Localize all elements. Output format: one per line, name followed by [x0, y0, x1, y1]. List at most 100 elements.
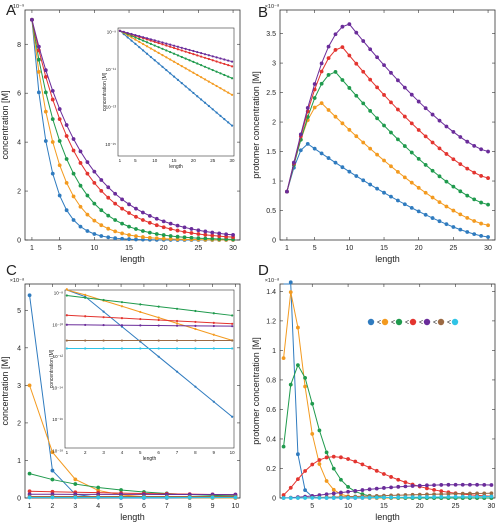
data-point: [120, 231, 124, 236]
data-point: [203, 229, 208, 234]
data-point: [437, 174, 442, 179]
data-point: [176, 62, 180, 66]
data-point: [187, 495, 192, 500]
data-point: [223, 118, 226, 121]
series-line: [66, 295, 233, 316]
data-point: [182, 225, 187, 230]
data-point: [402, 175, 407, 180]
data-point: [340, 78, 345, 82]
data-point: [303, 469, 307, 473]
data-point: [180, 82, 183, 85]
data-point: [430, 168, 435, 173]
data-point: [389, 485, 393, 490]
data-point: [120, 197, 124, 202]
data-point: [396, 495, 401, 500]
data-point: [437, 118, 442, 123]
inset-x-tick-label: 5: [134, 158, 137, 163]
inset-x-axis-label: length: [143, 456, 157, 462]
data-point: [353, 495, 358, 500]
data-point: [71, 194, 76, 199]
data-point: [437, 219, 442, 224]
data-point: [212, 400, 215, 403]
data-point: [382, 93, 386, 97]
data-point: [310, 432, 315, 436]
data-point: [43, 109, 48, 114]
data-point: [296, 363, 300, 368]
data-point: [43, 90, 48, 95]
data-point: [215, 56, 218, 59]
data-point: [172, 60, 176, 63]
data-point: [85, 229, 90, 233]
data-point: [430, 195, 435, 200]
data-point: [161, 47, 164, 50]
inset-x-tick-label: 7: [176, 450, 179, 455]
data-point: [215, 111, 218, 114]
data-point: [326, 108, 331, 112]
inset-y-tick-label: 10⁻¹⁸: [52, 449, 63, 454]
data-point: [154, 232, 159, 236]
y-tick-label: 0.4: [266, 436, 276, 443]
data-point: [489, 494, 494, 499]
data-point: [157, 316, 160, 319]
data-point: [175, 307, 179, 310]
y-tick-label: 1: [272, 348, 276, 355]
y-tick-label: 5: [17, 308, 21, 315]
data-point: [134, 227, 138, 231]
data-point: [423, 190, 428, 195]
data-point: [231, 347, 234, 350]
data-point: [188, 59, 191, 62]
data-point: [138, 40, 141, 43]
data-point: [230, 93, 234, 96]
inset-a: 1 5 10 15 20 25 3010⁻⁹10⁻¹¹10⁻¹³10⁻¹⁵lengthcon…: [102, 27, 236, 170]
data-point: [409, 205, 414, 210]
panel-d-chart: 5 10 15 20 25 30 0 0.2 0.4 0.6 0.8 1 1.2 1.4 length pro…: [251, 277, 495, 522]
data-point: [78, 224, 83, 229]
data-point: [212, 312, 215, 315]
y-tick-label: 1: [272, 179, 276, 186]
data-point: [200, 76, 203, 79]
data-point: [102, 298, 105, 302]
data-point: [210, 230, 215, 235]
data-point: [175, 228, 180, 233]
data-point: [157, 51, 160, 54]
data-point: [472, 197, 477, 202]
legend-marker-purple: [423, 318, 431, 326]
data-point: [402, 114, 407, 119]
data-point: [120, 236, 124, 241]
inset-x-tick-label: 30: [230, 158, 236, 163]
inset-x-tick-label: 9: [213, 450, 216, 455]
x-tick-label: 25: [452, 503, 460, 510]
data-point: [354, 93, 359, 98]
data-point: [472, 143, 477, 148]
data-point: [305, 141, 310, 146]
data-point: [210, 495, 215, 500]
legend-symbol: <: [391, 320, 395, 327]
data-point: [451, 208, 456, 213]
y-tick-label: 2.5: [266, 90, 276, 97]
data-point: [175, 319, 179, 323]
inset-y-tick-label: 10⁻¹³: [106, 105, 117, 110]
data-point: [85, 212, 90, 217]
data-point: [50, 477, 55, 482]
data-point: [184, 67, 187, 70]
data-point: [27, 383, 32, 388]
data-point: [465, 193, 470, 198]
data-point: [458, 227, 463, 232]
data-point: [444, 179, 449, 184]
inset-x-tick-label: 25: [210, 158, 216, 163]
panel-letter-d: D: [258, 262, 269, 279]
data-point: [231, 325, 234, 328]
data-point: [65, 288, 68, 291]
data-point: [127, 202, 131, 207]
data-point: [188, 69, 191, 72]
data-point: [479, 200, 484, 205]
data-point: [326, 156, 331, 160]
data-point: [361, 69, 366, 74]
data-point: [126, 36, 129, 39]
data-point: [192, 49, 195, 53]
data-point: [85, 171, 90, 176]
data-point: [203, 236, 208, 241]
inset-c: 1 2 3 4 5 6 7 8 9 10 10⁻⁸ 10⁻¹⁰ 10⁻¹² 10⁻¹⁴ 10⁻¹⁶ 10⁻¹⁸…: [49, 288, 235, 462]
x-tick-label: 25: [194, 245, 202, 252]
